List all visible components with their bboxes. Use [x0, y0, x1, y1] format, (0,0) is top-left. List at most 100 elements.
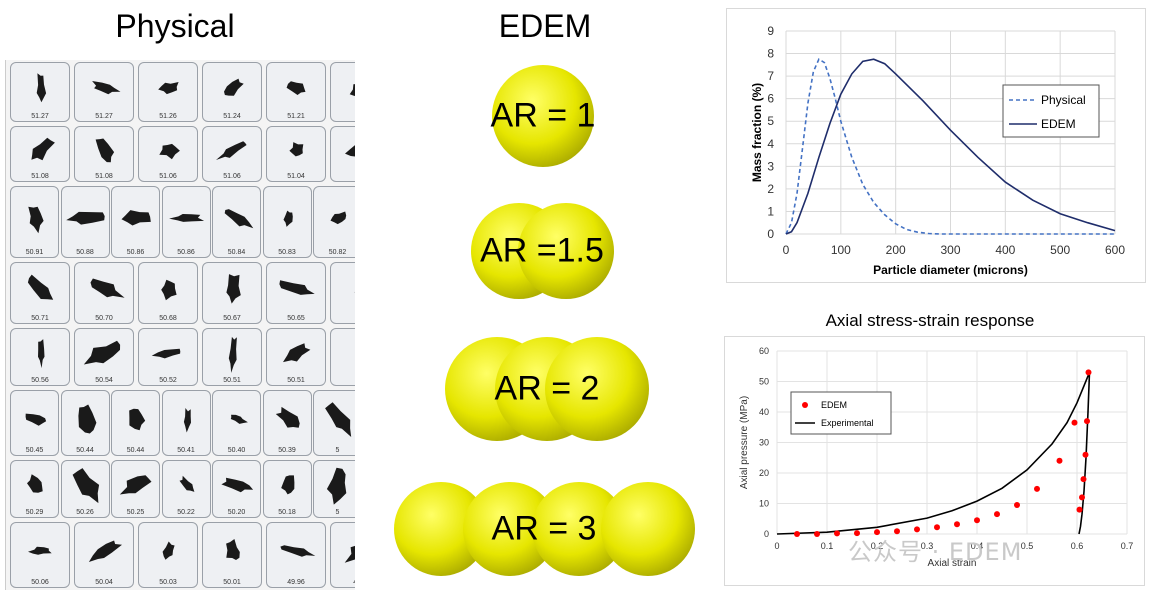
particle-cell: 50.84 [212, 186, 261, 258]
particle-size-label: 51.26 [159, 113, 177, 120]
particle-shape [224, 78, 244, 96]
particle-size-label: 50.39 [278, 447, 296, 454]
particle-silhouette [283, 210, 293, 227]
particle-silhouette [331, 329, 355, 377]
y-tick-label: 8 [767, 47, 774, 61]
particle-shape [349, 84, 355, 97]
x-tick-label: 0.1 [821, 541, 834, 551]
particle-shape [28, 206, 44, 234]
particle-cell: 50.51 [202, 328, 262, 386]
particle-shape [345, 145, 355, 157]
particle-cell: 49.9 [330, 522, 355, 588]
x-tick-label: 500 [1050, 243, 1070, 257]
particle-silhouette [162, 541, 175, 560]
particle-silhouette [151, 348, 181, 359]
particle-cell: 50.39 [262, 390, 312, 456]
data-point-edem [1085, 369, 1092, 376]
particle-cell: 51.26 [138, 62, 198, 122]
particle-silhouette [354, 291, 355, 293]
particle-cell: 50.83 [262, 186, 312, 258]
particle-shape [325, 402, 352, 437]
particle-shape [38, 339, 45, 369]
particle-size-label: 50.01 [223, 579, 241, 586]
particle-shape [286, 81, 306, 95]
particle-cell: 50.67 [202, 262, 262, 324]
particle-cell: 50.82 [313, 186, 355, 258]
particle-size-label: 50.68 [159, 315, 177, 322]
particle-silhouette [279, 280, 315, 295]
data-point-edem [1071, 419, 1078, 426]
particle-cell: 50.03 [138, 522, 198, 588]
sphere-clump [445, 337, 649, 441]
x-tick-label: 0.4 [971, 541, 984, 551]
particle-silhouette [224, 209, 254, 229]
particle-cell: 50.70 [74, 262, 134, 324]
particle-size-label: 50.44 [76, 447, 94, 454]
x-tick-label: 0.3 [921, 541, 934, 551]
y-tick-label: 0 [764, 529, 769, 539]
sphere-clump [492, 65, 594, 167]
particle-cell: 50.01 [202, 522, 262, 588]
particle-size-label: 51.08 [95, 173, 113, 180]
particle-cell: 50.65 [266, 262, 326, 324]
particle-shape [158, 82, 179, 95]
x-tick-label: 0.2 [871, 541, 884, 551]
particle-silhouette [83, 340, 121, 365]
particle-shape [280, 475, 294, 495]
particle-cell: 50.56 [10, 328, 70, 386]
particle-size-label: 5 [331, 315, 355, 322]
physical-title: Physical [115, 8, 235, 44]
particle-silhouette [230, 414, 248, 424]
particle-size-label: 51.27 [95, 113, 113, 120]
aspect-ratio-label: AR = 1 [490, 96, 596, 135]
stress-strain-chart: 0 10 20 30 40 50 60 0 0.1 0.2 0.3 0.4 0.5 0.6 0.7 Axial… [739, 346, 1133, 569]
particle-shape [344, 545, 355, 563]
particle-size-label: 50.44 [126, 447, 145, 454]
particle-shape [27, 474, 43, 493]
sphere [517, 203, 614, 299]
particle-size-label: 50.52 [159, 377, 177, 384]
data-point-edem [1082, 451, 1089, 458]
data-point-edem [794, 531, 800, 537]
particle-size-label: 50.86 [177, 249, 195, 256]
y-tick-label: 7 [767, 69, 774, 83]
particle-shape [283, 343, 311, 363]
particle-cell: 5 [330, 262, 355, 324]
particle-size-label: 50.22 [177, 509, 195, 516]
particle-size-label: 50.56 [31, 377, 49, 384]
y-axis-label: Axial pressure (MPa) [739, 396, 750, 489]
y-tick-label: 9 [767, 24, 774, 38]
series-line-physical [785, 58, 1115, 235]
aspect-ratio-label: AR = 2 [494, 369, 600, 408]
particle-silhouette [344, 545, 355, 563]
particle-cell: 50.44 [111, 390, 160, 456]
particle-shape [27, 274, 54, 300]
particle-shape [230, 414, 248, 424]
particle-shape [151, 348, 181, 359]
y-tick-label: 60 [759, 346, 769, 356]
particle-silhouette [224, 78, 244, 96]
data-point-edem [954, 521, 960, 528]
y-tick-label: 2 [767, 182, 774, 196]
sphere [492, 65, 594, 167]
sphere-clump [393, 482, 695, 576]
particle-cell: 50.18 [262, 460, 312, 518]
particle-cell: 50.91 [10, 186, 59, 258]
x-tick-label: 0.5 [1021, 541, 1034, 551]
particle-size-label: 5 [331, 377, 355, 384]
particle-silhouette [28, 546, 52, 555]
legend-box [790, 391, 892, 435]
particle-shape [72, 468, 99, 504]
particle-shape [279, 280, 315, 295]
particle-silhouette [129, 408, 146, 431]
particle-size-label: 51.04 [287, 173, 305, 180]
particle-size-label: 5 [331, 113, 355, 120]
particle-shape [226, 539, 240, 560]
particle-cell: 50.86 [111, 186, 160, 258]
y-axis-label: Mass fraction (%) [750, 83, 764, 182]
particle-shape [168, 214, 204, 222]
series-line-experimental [776, 371, 1091, 535]
particle-size-chart-panel: 0 1 2 3 4 5 6 7 8 9 0 100 200 300 400 500 600 Particle di… [726, 8, 1146, 283]
data-point-edem [834, 530, 840, 537]
particle-shape [275, 406, 300, 428]
